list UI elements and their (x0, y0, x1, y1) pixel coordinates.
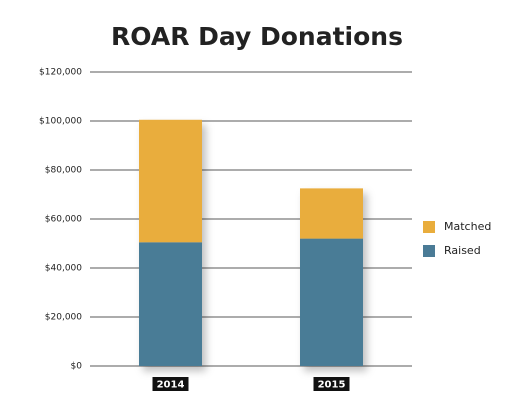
x-tick-label: 2014 (157, 380, 185, 391)
bar-segment (300, 238, 363, 366)
y-tick-label: $80,000 (45, 166, 82, 176)
y-tick-label: $40,000 (45, 264, 82, 274)
category-box (313, 377, 350, 391)
legend-swatch (423, 245, 435, 257)
legend-swatch (423, 221, 435, 233)
legend-label: Matched (444, 220, 491, 233)
legend-label: Raised (444, 244, 481, 257)
bar-segment (139, 242, 202, 366)
chart-title: ROAR Day Donations (111, 22, 403, 51)
bar-segment (139, 119, 202, 243)
category-box (152, 377, 189, 391)
y-tick-label: $60,000 (45, 215, 82, 225)
bar-segment (300, 188, 363, 239)
y-tick-label: $20,000 (45, 313, 82, 323)
x-tick-label: 2015 (318, 380, 346, 391)
y-tick-label: $0 (71, 362, 83, 372)
bar-stack (300, 188, 363, 366)
y-tick-label: $100,000 (39, 117, 82, 127)
y-tick-label: $120,000 (39, 68, 82, 78)
bar-stack (139, 119, 202, 366)
